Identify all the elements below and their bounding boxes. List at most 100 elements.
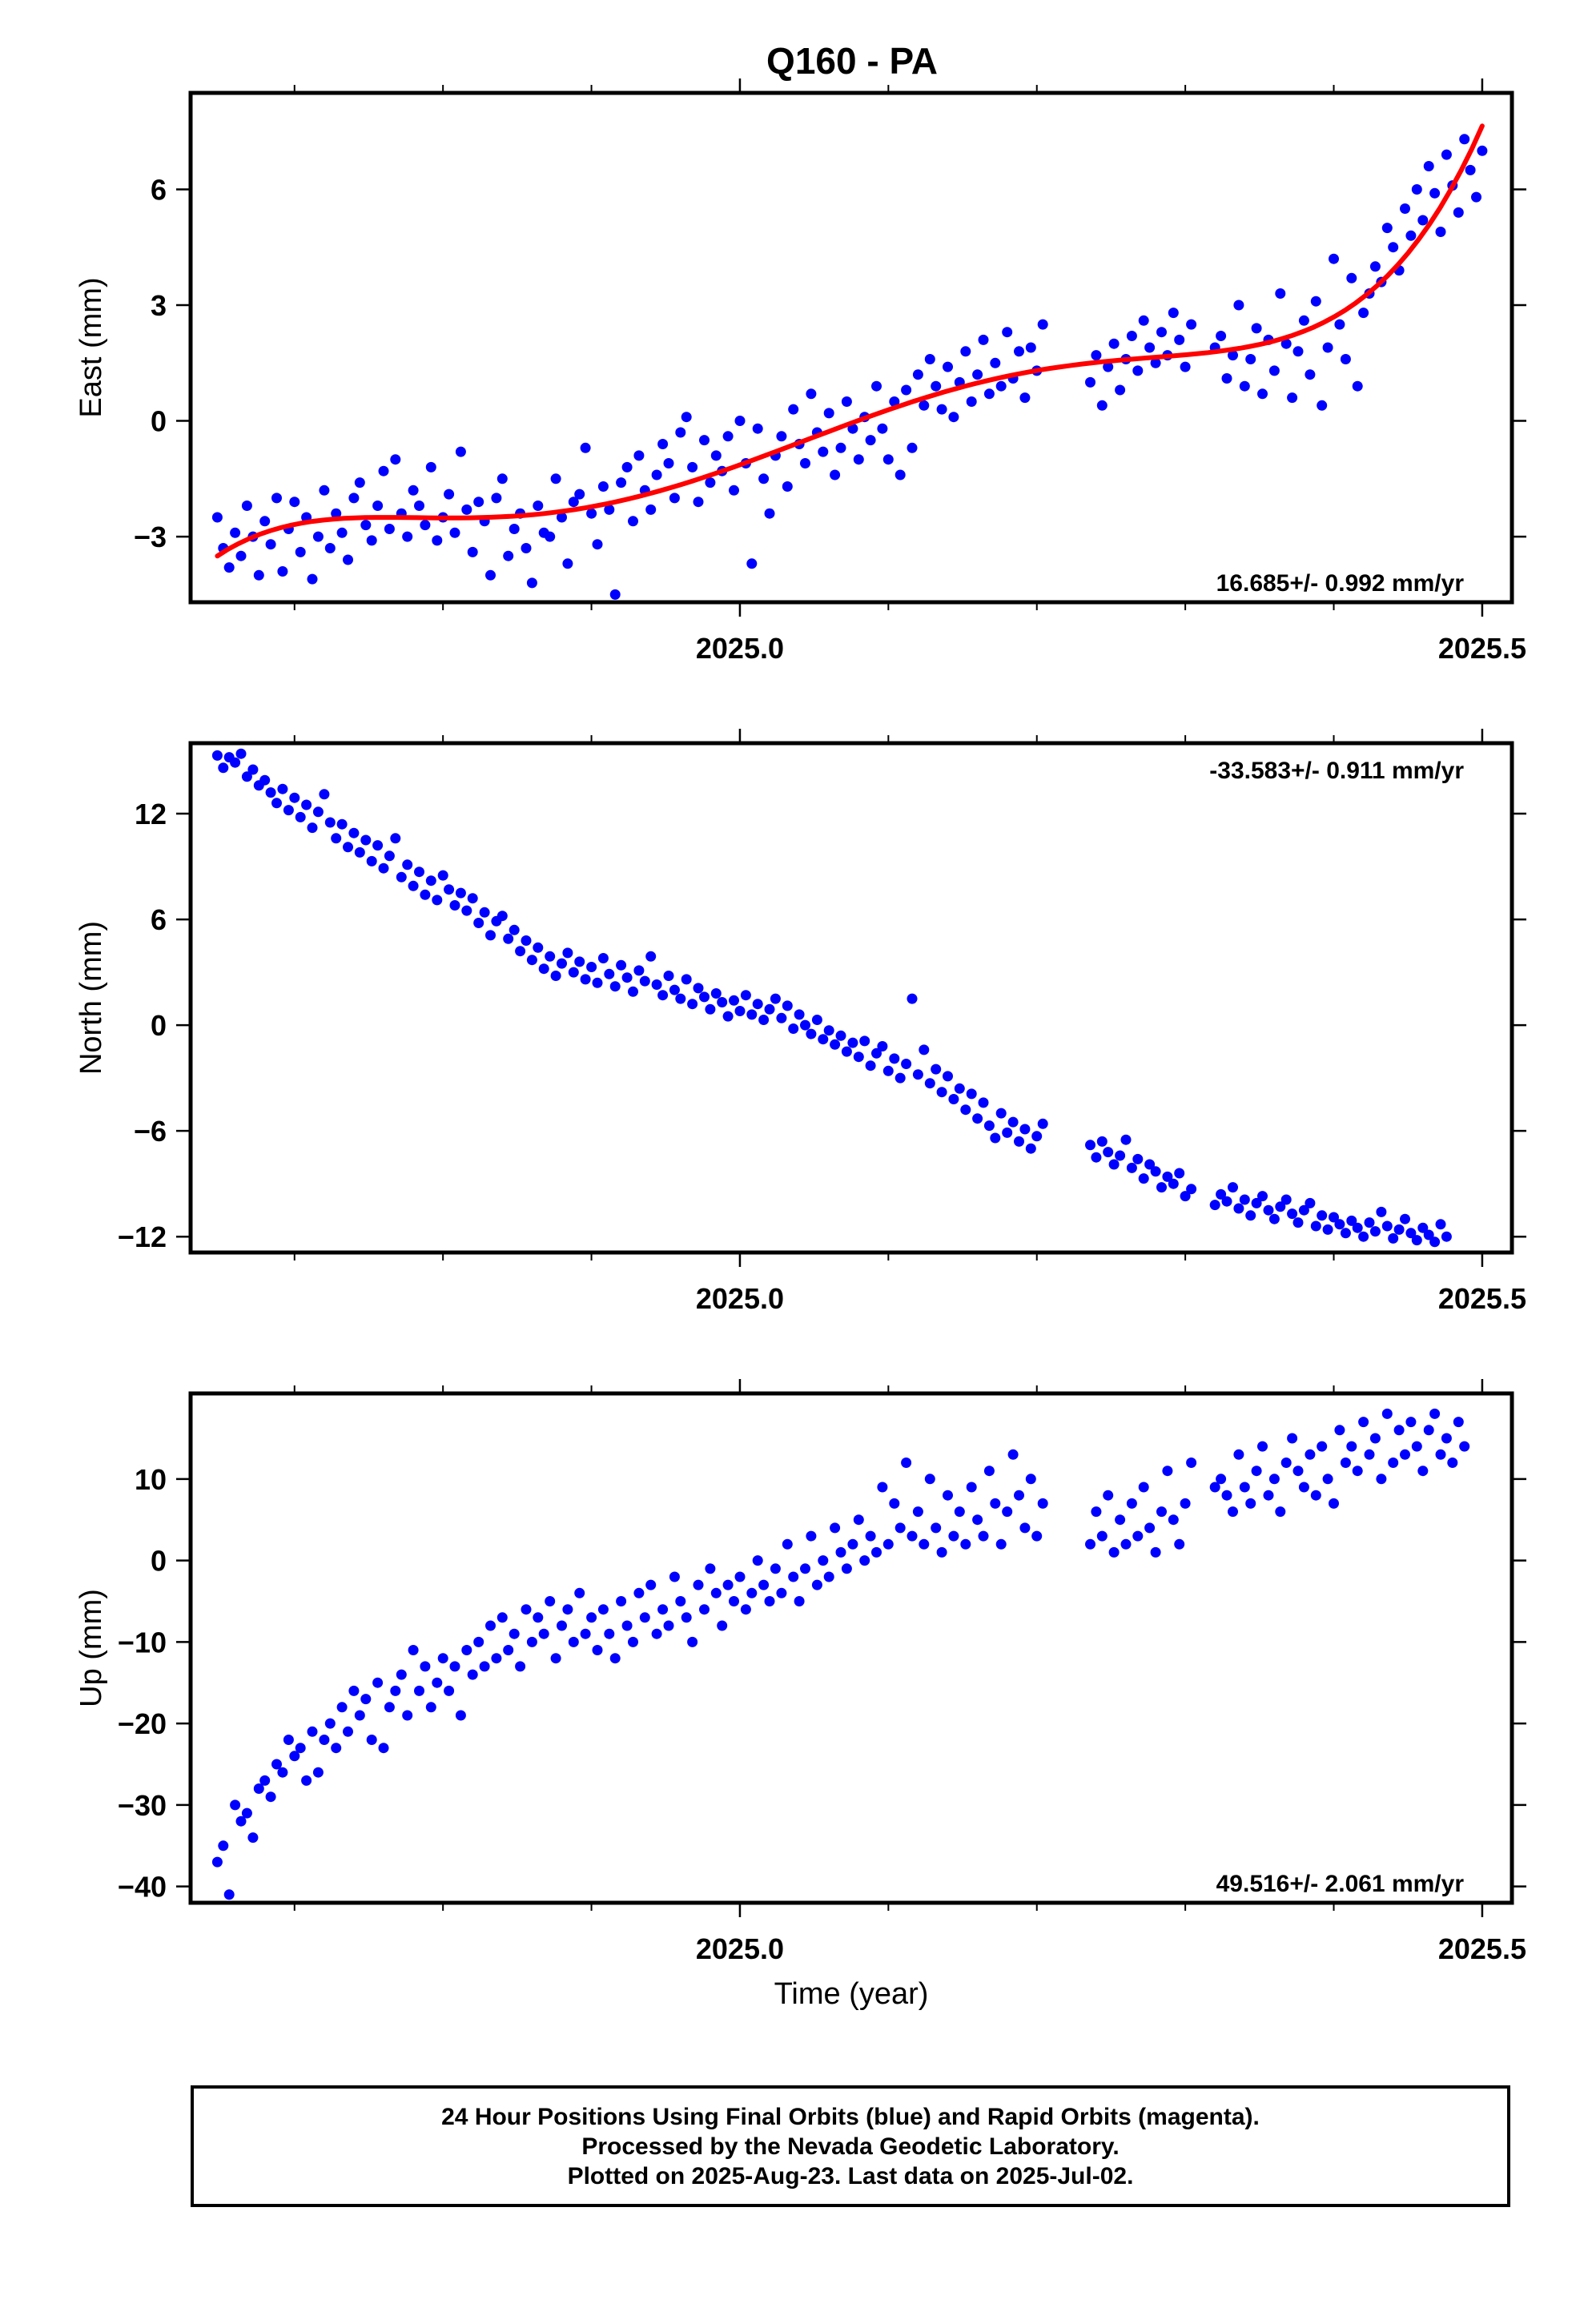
data-point: [1429, 1408, 1441, 1419]
data-point: [1388, 1458, 1399, 1468]
y-tick-label: −40: [118, 1871, 167, 1904]
data-point: [1388, 1232, 1399, 1244]
data-point: [336, 818, 348, 830]
data-point: [277, 1767, 288, 1778]
data-point: [1292, 1217, 1304, 1228]
data-point: [806, 1028, 817, 1039]
data-point: [533, 1612, 544, 1623]
data-point: [669, 1571, 680, 1582]
data-point: [1275, 1506, 1286, 1518]
data-point: [1305, 1449, 1316, 1460]
data-point: [1287, 1208, 1298, 1220]
data-point: [758, 1015, 770, 1025]
data-point: [764, 1596, 775, 1606]
data-point: [639, 975, 650, 987]
footer-line-1: 24 Hour Positions Using Final Orbits (bl…: [441, 2103, 1260, 2130]
data-point: [289, 792, 300, 803]
data-point: [384, 1702, 395, 1713]
data-point: [758, 473, 770, 485]
data-point: [1346, 272, 1357, 283]
data-point: [235, 550, 247, 561]
data-point: [1322, 342, 1333, 353]
data-point: [1453, 0, 1464, 6]
data-point: [853, 454, 864, 465]
rate-annotation: 16.685+/- 0.992 mm/yr: [1216, 570, 1465, 597]
data-point: [1435, 227, 1446, 237]
x-tick-label: 2025.5: [1438, 1282, 1526, 1315]
data-point: [1447, 0, 1457, 6]
data-point: [1317, 400, 1328, 411]
data-point: [1132, 1153, 1144, 1164]
rate-annotation: -33.583+/- 0.911 mm/yr: [1209, 758, 1464, 784]
data-point: [1268, 1213, 1280, 1224]
data-point: [574, 1587, 585, 1598]
data-point: [901, 384, 912, 396]
data-point: [235, 1815, 247, 1827]
data-point: [319, 789, 330, 800]
data-point: [1441, 1231, 1452, 1242]
data-point: [1322, 1224, 1333, 1235]
data-point: [948, 412, 959, 423]
data-point: [496, 911, 508, 922]
data-point: [1108, 1159, 1120, 1170]
data-point: [420, 1661, 431, 1672]
data-point: [740, 990, 751, 1001]
data-point: [604, 504, 615, 515]
data-point: [223, 562, 235, 573]
data-point: [1471, 0, 1481, 6]
data-point: [788, 404, 799, 415]
data-point: [1369, 261, 1381, 272]
data-point: [354, 477, 365, 489]
data-point: [1411, 184, 1422, 195]
data-point: [1007, 1449, 1019, 1460]
data-point: [894, 1072, 906, 1084]
x-tick-label: 2025.5: [1438, 632, 1526, 665]
data-point: [800, 1019, 810, 1031]
data-point: [348, 493, 360, 504]
data-point: [408, 880, 419, 891]
data-point: [1150, 1166, 1161, 1177]
data-point: [983, 388, 995, 400]
data-point: [1280, 338, 1292, 349]
data-point: [437, 870, 448, 881]
data-point: [384, 524, 395, 534]
y-tick-label: −6: [134, 1115, 167, 1148]
data-point: [526, 577, 537, 589]
data-point: [811, 1579, 822, 1590]
data-point: [1465, 0, 1476, 6]
data-point: [307, 1726, 318, 1737]
panel-east: 2025.0 2025.5 −3 0 3 6 16.685+/- 0.992 mm/yr Ea…: [74, 78, 1526, 665]
data-point: [972, 1113, 983, 1124]
data-point: [586, 962, 597, 972]
data-point: [301, 1775, 312, 1786]
data-point: [901, 1458, 912, 1468]
data-point: [1216, 331, 1227, 341]
data-point: [425, 1702, 436, 1713]
data-point: [390, 1685, 401, 1696]
data-point: [734, 1006, 746, 1016]
data-point: [889, 1053, 900, 1064]
data-point: [960, 1538, 971, 1550]
data-point: [1156, 1182, 1167, 1193]
data-point: [1388, 242, 1399, 253]
data-point: [509, 524, 520, 534]
data-point: [378, 465, 389, 476]
data-point: [223, 1889, 235, 1900]
data-point: [1239, 380, 1250, 392]
data-point: [503, 1645, 514, 1655]
data-point: [1405, 1417, 1417, 1428]
data-point: [1292, 346, 1304, 357]
data-point: [1186, 1458, 1197, 1468]
data-point: [687, 1636, 698, 1647]
data-point: [515, 946, 526, 957]
data-point: [1346, 1441, 1357, 1452]
data-point: [1317, 1210, 1328, 1221]
data-point: [449, 1661, 460, 1672]
data-point: [1477, 0, 1487, 6]
data-point: [859, 1035, 870, 1047]
data-point: [687, 461, 698, 472]
data-point: [526, 955, 537, 966]
data-point: [924, 354, 935, 364]
data-point: [1322, 1474, 1333, 1485]
data-point: [592, 977, 603, 988]
